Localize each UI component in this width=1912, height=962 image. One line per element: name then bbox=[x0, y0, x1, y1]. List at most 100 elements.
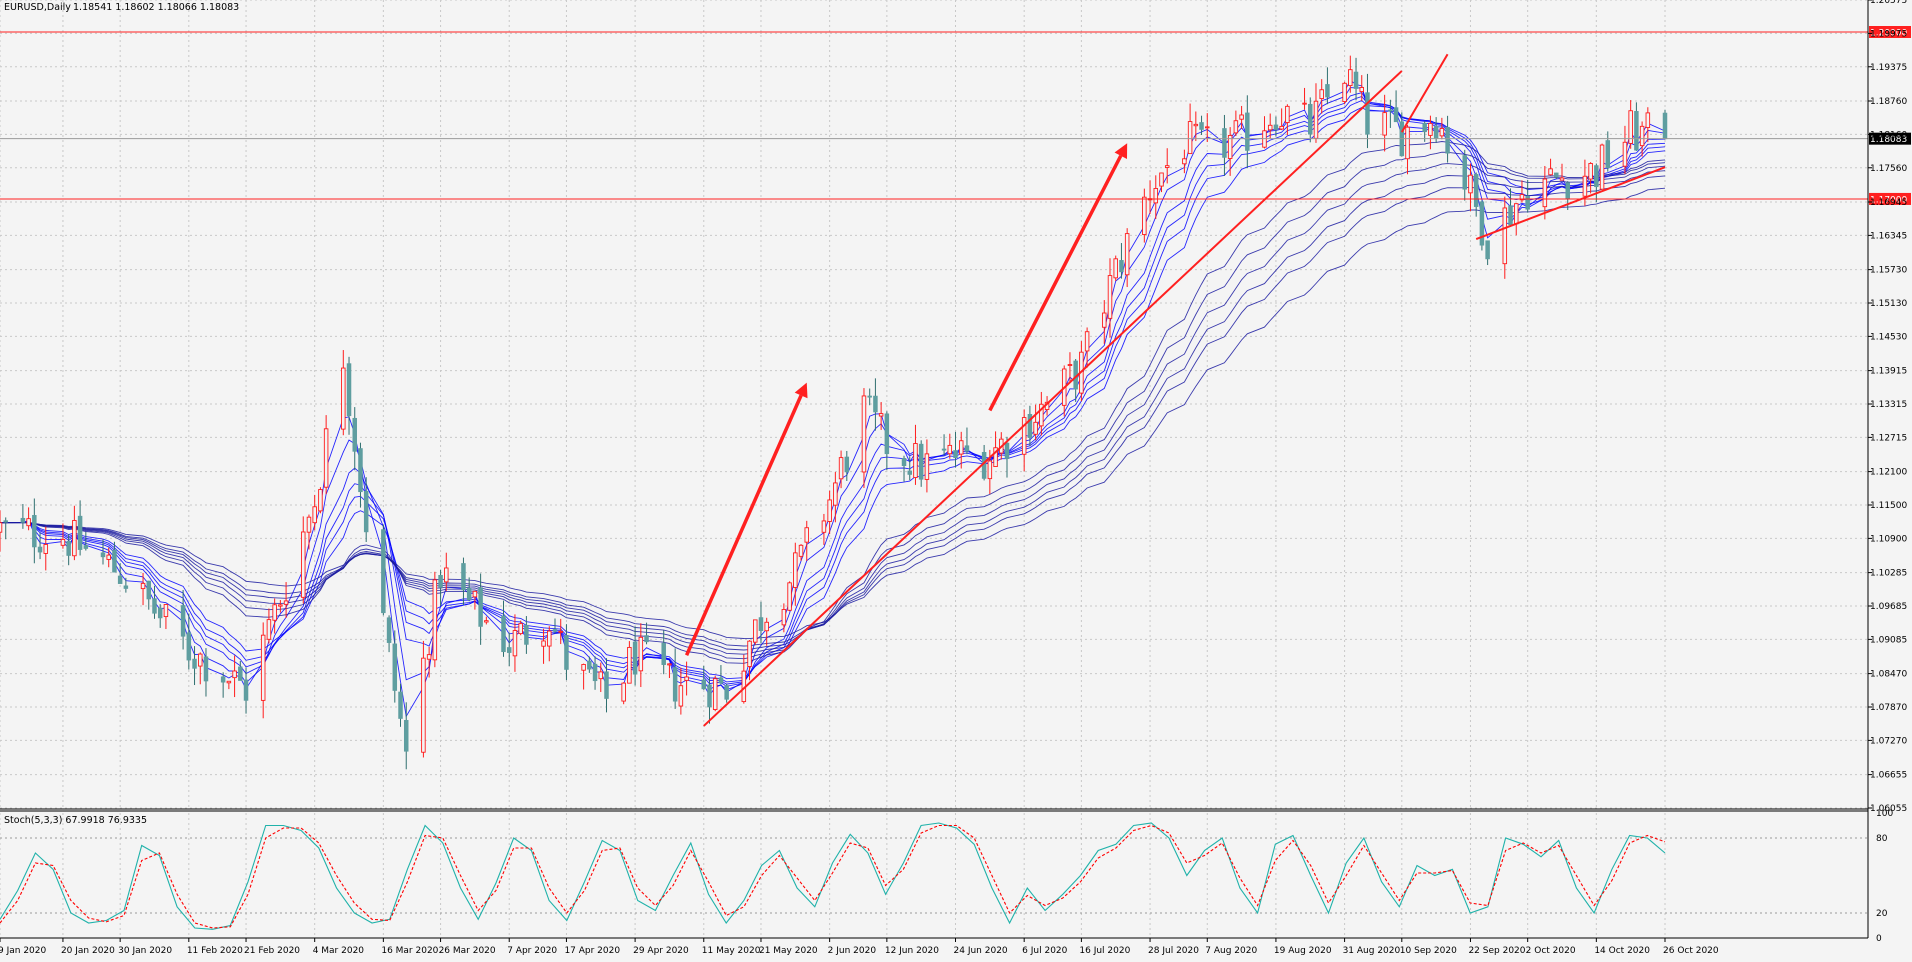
candle-bear bbox=[32, 515, 37, 548]
candle-bull bbox=[1645, 112, 1651, 129]
candle-bull bbox=[341, 367, 346, 430]
candle-bull bbox=[106, 554, 111, 560]
candle-bull bbox=[621, 682, 626, 702]
candle-bear bbox=[478, 587, 483, 627]
candle-bull bbox=[1548, 168, 1553, 176]
candle-bear bbox=[83, 545, 89, 549]
candle-bear bbox=[632, 641, 638, 675]
x-tick-label: 9 Jan 2020 bbox=[0, 946, 46, 956]
candle-bull bbox=[1348, 69, 1353, 87]
candle-bear bbox=[112, 549, 117, 573]
stoch-tick-label: 20 bbox=[1876, 909, 1888, 919]
candle-bear bbox=[907, 470, 912, 475]
candle-bull bbox=[1639, 125, 1645, 147]
candle-bear bbox=[192, 658, 197, 669]
y-tick-label: 1.20575 bbox=[1870, 0, 1907, 6]
candle-bear bbox=[157, 607, 163, 619]
candle-bull bbox=[804, 527, 810, 543]
candle-bull bbox=[1313, 100, 1319, 139]
candle-bear bbox=[604, 671, 609, 699]
x-tick-label: 31 Aug 2020 bbox=[1343, 946, 1401, 956]
candle-bull bbox=[924, 453, 930, 480]
trendline bbox=[1400, 53, 1449, 133]
candle-bear bbox=[867, 395, 872, 398]
candle-bear bbox=[1508, 205, 1513, 226]
x-tick-label: 29 Apr 2020 bbox=[633, 946, 689, 956]
candle-bear bbox=[506, 647, 512, 653]
candle-bull bbox=[72, 520, 77, 557]
candle-bull bbox=[627, 646, 632, 684]
candle-bull bbox=[1239, 114, 1244, 120]
candle-bear bbox=[844, 456, 850, 473]
candle-bull bbox=[793, 552, 798, 588]
candle-bear bbox=[1199, 122, 1204, 130]
candle-bull bbox=[1233, 120, 1239, 134]
candle-bear bbox=[1445, 126, 1450, 154]
candle-bear bbox=[466, 587, 472, 601]
x-tick-label: 19 Aug 2020 bbox=[1274, 946, 1332, 956]
y-tick-label: 1.10900 bbox=[1870, 534, 1907, 544]
candle-bear bbox=[1388, 109, 1393, 112]
ma-line bbox=[0, 106, 1666, 680]
candle-bull bbox=[1267, 124, 1273, 131]
x-tick-label: 17 Apr 2020 bbox=[564, 946, 620, 956]
candle-bear bbox=[1027, 414, 1033, 438]
x-tick-label: 16 Mar 2020 bbox=[381, 946, 438, 956]
candle-bull bbox=[1205, 126, 1210, 129]
candle-bear bbox=[1308, 103, 1313, 135]
x-tick-label: 7 Aug 2020 bbox=[1205, 946, 1257, 956]
candle-bull bbox=[1159, 172, 1164, 187]
price-level-tag bbox=[1869, 192, 1911, 205]
price-levels: 1.20000 1.17000 1.18083 bbox=[0, 25, 1911, 205]
candle-bull bbox=[1559, 177, 1565, 181]
candle-bear bbox=[1485, 240, 1490, 260]
candle-bear bbox=[901, 457, 907, 467]
candle-bull bbox=[1033, 421, 1038, 435]
candle-bull bbox=[1084, 331, 1090, 352]
y-tick-label: 1.12100 bbox=[1870, 468, 1907, 478]
candle-bear bbox=[37, 546, 43, 553]
grid bbox=[0, 0, 1868, 938]
x-tick-label: 6 Jul 2020 bbox=[1022, 946, 1067, 956]
stoch-tick-label: 0 bbox=[1876, 934, 1882, 944]
candle-bull bbox=[1227, 135, 1233, 159]
candle-bull bbox=[913, 443, 918, 478]
candle-bear bbox=[100, 552, 106, 558]
candle-bull bbox=[432, 579, 438, 661]
x-tick-label: 22 Sep 2020 bbox=[1468, 946, 1525, 956]
ma-line bbox=[0, 141, 1666, 664]
candle-bull bbox=[306, 516, 312, 533]
candle-bear bbox=[461, 563, 466, 591]
candle-bull bbox=[861, 395, 867, 473]
x-tick-label: 11 Feb 2020 bbox=[187, 946, 243, 956]
price-level-label: 1.17000 bbox=[1870, 195, 1907, 205]
candle-bear bbox=[243, 679, 249, 701]
x-tick-label: 2 Jun 2020 bbox=[828, 946, 877, 956]
candle-bull bbox=[1113, 258, 1118, 279]
candle-bull bbox=[1164, 165, 1170, 168]
candle-bull bbox=[512, 630, 518, 657]
candle-bull bbox=[278, 604, 283, 607]
x-tick-label: 24 Jun 2020 bbox=[954, 946, 1008, 956]
x-tick-label: 4 Mar 2020 bbox=[313, 946, 365, 956]
candle-bull bbox=[987, 460, 993, 480]
candle-bear bbox=[438, 575, 443, 588]
candle-bull bbox=[581, 664, 586, 671]
candle-bear bbox=[661, 642, 666, 665]
candle-bull bbox=[798, 544, 804, 557]
candle-bear bbox=[1222, 128, 1227, 158]
ohlc-label: 1.18541 1.18602 1.18066 1.18083 bbox=[73, 2, 239, 13]
candle-bull bbox=[1468, 174, 1473, 194]
y-tick-label: 1.15130 bbox=[1870, 299, 1907, 309]
current-price-tag bbox=[1869, 132, 1911, 145]
candle-bull bbox=[958, 440, 964, 455]
y-tick-label: 1.11500 bbox=[1870, 501, 1907, 511]
trendline bbox=[1475, 166, 1666, 240]
candle-bear bbox=[941, 448, 947, 451]
candle-bull bbox=[1542, 178, 1548, 208]
candle-bear bbox=[501, 615, 506, 653]
candle-bear bbox=[66, 541, 71, 556]
candle-bull bbox=[764, 621, 769, 632]
